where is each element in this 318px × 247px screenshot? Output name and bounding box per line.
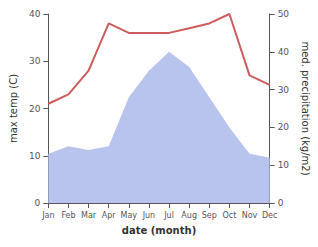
svg-text:med. precipitation (kg/m2): med. precipitation (kg/m2): [300, 41, 311, 175]
svg-text:30: 30: [278, 85, 290, 95]
svg-text:Jan: Jan: [41, 211, 54, 220]
svg-text:Sep: Sep: [202, 211, 217, 220]
svg-text:50: 50: [278, 9, 290, 19]
svg-text:40: 40: [278, 47, 290, 57]
svg-text:Dec: Dec: [262, 211, 277, 220]
svg-text:Oct: Oct: [222, 211, 236, 220]
svg-text:30: 30: [29, 56, 41, 66]
svg-text:Jun: Jun: [142, 211, 156, 220]
svg-text:10: 10: [278, 160, 290, 170]
svg-text:40: 40: [29, 9, 41, 19]
svg-text:Aug: Aug: [181, 211, 197, 220]
svg-text:0: 0: [35, 198, 41, 208]
svg-text:10: 10: [29, 151, 41, 161]
svg-text:Feb: Feb: [61, 211, 75, 220]
svg-text:Jul: Jul: [163, 211, 174, 220]
svg-text:Nov: Nov: [242, 211, 258, 220]
svg-text:Apr: Apr: [102, 211, 117, 220]
svg-text:May: May: [121, 211, 138, 220]
svg-text:Mar: Mar: [81, 211, 97, 220]
svg-text:20: 20: [29, 104, 41, 114]
svg-text:max temp (C): max temp (C): [8, 74, 19, 143]
svg-text:0: 0: [278, 198, 284, 208]
svg-text:date (month): date (month): [122, 225, 196, 236]
svg-text:20: 20: [278, 122, 290, 132]
